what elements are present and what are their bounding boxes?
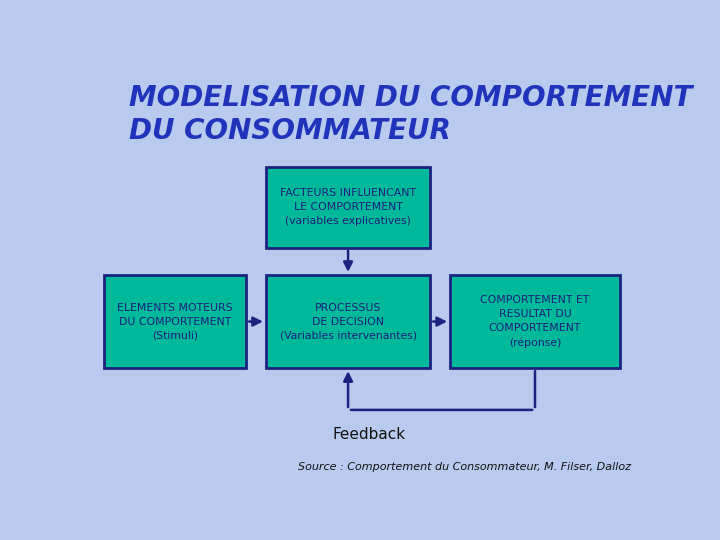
FancyBboxPatch shape bbox=[450, 275, 620, 368]
FancyBboxPatch shape bbox=[266, 275, 431, 368]
Text: ELEMENTS MOTEURS
DU COMPORTEMENT
(Stimuli): ELEMENTS MOTEURS DU COMPORTEMENT (Stimul… bbox=[117, 302, 233, 341]
Text: MODELISATION DU COMPORTEMENT
DU CONSOMMATEUR: MODELISATION DU COMPORTEMENT DU CONSOMMA… bbox=[129, 84, 693, 145]
FancyBboxPatch shape bbox=[104, 275, 246, 368]
Text: Feedback: Feedback bbox=[333, 427, 405, 442]
Text: Source : Comportement du Consommateur, M. Filser, Dalloz: Source : Comportement du Consommateur, M… bbox=[298, 462, 631, 472]
Text: PROCESSUS
DE DECISION
(Variables intervenantes): PROCESSUS DE DECISION (Variables interve… bbox=[279, 302, 417, 341]
Text: FACTEURS INFLUENCANT
LE COMPORTEMENT
(variables explicatives): FACTEURS INFLUENCANT LE COMPORTEMENT (va… bbox=[280, 188, 416, 226]
Text: COMPORTEMENT ET
RESULTAT DU
COMPORTEMENT
(réponse): COMPORTEMENT ET RESULTAT DU COMPORTEMENT… bbox=[480, 295, 590, 348]
FancyBboxPatch shape bbox=[266, 167, 431, 248]
